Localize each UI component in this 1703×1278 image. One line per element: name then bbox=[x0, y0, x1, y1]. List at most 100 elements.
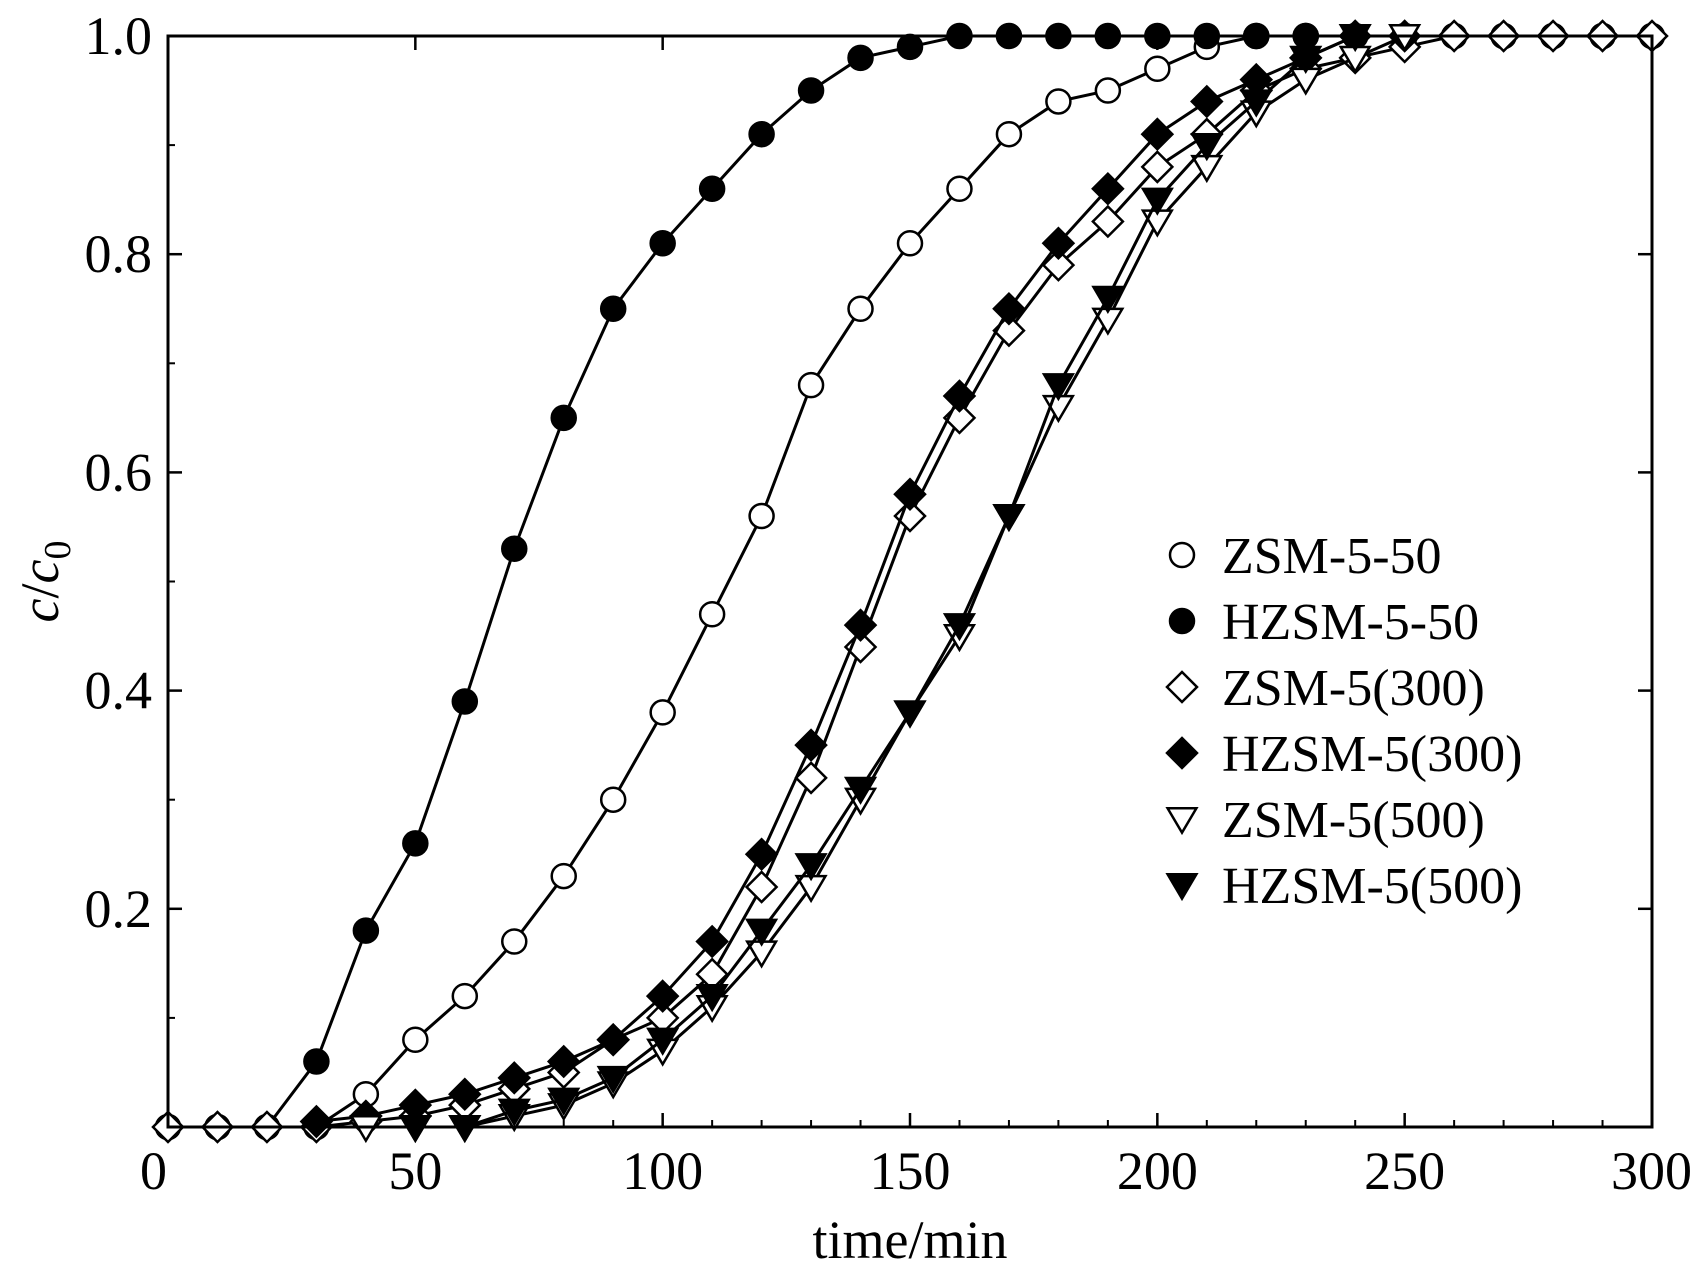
data-point bbox=[1045, 88, 1072, 115]
data-point bbox=[744, 837, 779, 872]
data-point bbox=[352, 917, 380, 944]
data-point bbox=[646, 1027, 680, 1056]
data-point bbox=[896, 230, 924, 257]
data-point bbox=[596, 1065, 630, 1095]
data-point bbox=[893, 700, 927, 729]
data-point bbox=[1140, 150, 1175, 184]
legend-marker bbox=[1168, 607, 1196, 635]
x-tick-label: 150 bbox=[870, 1141, 951, 1201]
data-point bbox=[698, 600, 726, 628]
plot-frame bbox=[166, 34, 1654, 1129]
legend-item: HZSM-5(300) bbox=[1165, 726, 1522, 783]
data-point bbox=[843, 776, 878, 805]
legend-item: ZSM-5(300) bbox=[1165, 660, 1485, 717]
x-tick-label: 250 bbox=[1364, 1141, 1445, 1201]
y-tick-label: 0.8 bbox=[85, 224, 153, 284]
data-point bbox=[893, 499, 927, 533]
data-point bbox=[695, 984, 729, 1013]
data-point bbox=[299, 1104, 334, 1139]
data-point bbox=[1190, 84, 1224, 119]
series-line bbox=[365, 34, 1406, 1129]
legend-label: ZSM-5-50 bbox=[1222, 528, 1442, 585]
legend-label: HZSM-5(500) bbox=[1222, 858, 1522, 915]
data-point bbox=[1041, 373, 1075, 402]
data-point bbox=[451, 982, 479, 1010]
data-point bbox=[794, 761, 828, 795]
legend-marker bbox=[1165, 872, 1199, 902]
data-point bbox=[794, 728, 828, 762]
data-point bbox=[596, 1022, 630, 1057]
data-point bbox=[847, 44, 874, 72]
y-tick-label: 0.4 bbox=[85, 661, 153, 721]
legend-marker bbox=[1165, 806, 1199, 836]
data-point bbox=[501, 535, 528, 563]
data-point bbox=[649, 699, 676, 726]
data-point bbox=[893, 477, 927, 511]
data-point bbox=[451, 688, 479, 715]
legend-label: ZSM-5(500) bbox=[1222, 792, 1485, 849]
data-point bbox=[695, 924, 729, 959]
legend-item: ZSM-5(500) bbox=[1165, 792, 1485, 849]
x-axis-title: time/min bbox=[813, 1210, 1008, 1270]
data-point bbox=[1144, 55, 1171, 82]
data-point bbox=[794, 853, 828, 882]
data-point bbox=[1190, 133, 1224, 162]
data-point bbox=[748, 120, 775, 148]
legend-label: ZSM-5(300) bbox=[1222, 660, 1485, 717]
data-point bbox=[946, 175, 973, 202]
data-point bbox=[547, 1087, 581, 1116]
data-point bbox=[402, 830, 429, 857]
legend-item: HZSM-5-50 bbox=[1168, 594, 1479, 651]
legend-item: HZSM-5(500) bbox=[1165, 858, 1522, 915]
data-point bbox=[847, 295, 874, 322]
data-point bbox=[550, 862, 577, 890]
data-point bbox=[1041, 248, 1076, 282]
data-point bbox=[497, 1098, 531, 1127]
data-point bbox=[1091, 285, 1125, 314]
y-axis-title: c/c0 bbox=[10, 541, 79, 623]
data-point bbox=[546, 1044, 581, 1079]
data-point bbox=[698, 175, 726, 202]
data-point bbox=[649, 230, 676, 257]
data-point bbox=[645, 979, 680, 1013]
data-point bbox=[599, 295, 627, 322]
data-point bbox=[1091, 204, 1125, 239]
y-tick-label: 0.6 bbox=[85, 442, 153, 502]
data-point bbox=[402, 1026, 429, 1053]
data-point bbox=[599, 786, 627, 813]
data-point bbox=[1239, 89, 1273, 118]
data-point bbox=[797, 77, 825, 104]
data-point bbox=[497, 1061, 532, 1095]
data-point bbox=[1041, 226, 1076, 261]
data-point bbox=[745, 918, 779, 947]
data-point bbox=[1289, 45, 1323, 74]
legend-marker bbox=[1165, 670, 1199, 704]
legend-label: HZSM-5-50 bbox=[1222, 594, 1479, 651]
data-point bbox=[550, 404, 577, 432]
data-point bbox=[1094, 77, 1122, 104]
data-point bbox=[1140, 187, 1174, 216]
data-point bbox=[992, 291, 1026, 326]
data-point bbox=[942, 613, 977, 642]
y-tick-label: 0.2 bbox=[85, 879, 153, 939]
data-point bbox=[1091, 171, 1125, 206]
x-tick-label: 0 bbox=[140, 1141, 167, 1201]
data-point bbox=[303, 1048, 330, 1075]
data-point bbox=[992, 503, 1026, 533]
data-point bbox=[797, 371, 825, 399]
data-point bbox=[1140, 117, 1175, 151]
legend-label: HZSM-5(300) bbox=[1222, 726, 1522, 783]
data-point bbox=[448, 1077, 482, 1112]
data-point bbox=[942, 379, 977, 413]
data-point bbox=[896, 33, 924, 61]
data-point bbox=[744, 870, 779, 904]
legend-item: ZSM-5-50 bbox=[1168, 528, 1442, 585]
legend: ZSM-5-50 HZSM-5-50 ZSM-5(300) HZSM-5(300) ZS… bbox=[1165, 528, 1522, 915]
y-tick-label: 1.0 bbox=[85, 6, 153, 66]
legend-marker bbox=[1165, 736, 1199, 770]
data-point bbox=[748, 502, 775, 530]
x-tick-label: 300 bbox=[1611, 1141, 1692, 1201]
data-point bbox=[843, 608, 878, 642]
